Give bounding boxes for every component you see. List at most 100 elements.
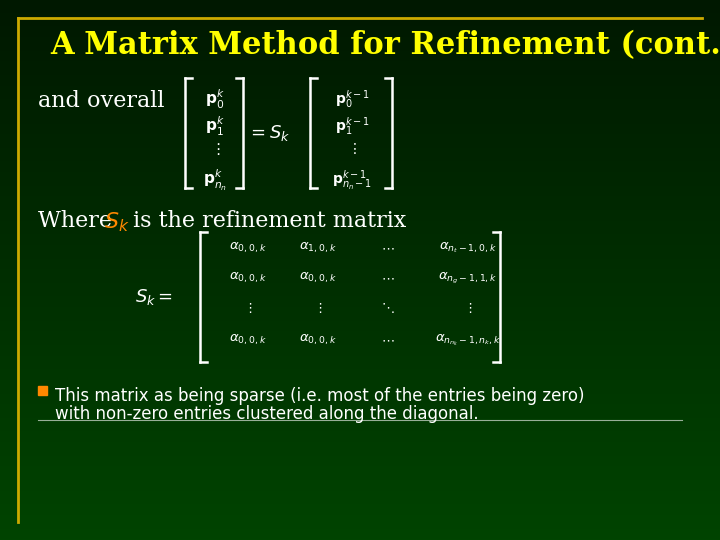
- Bar: [0, 288, 720, 292]
- Bar: [0, 104, 720, 108]
- Bar: [0, 466, 720, 470]
- Bar: [0, 396, 720, 400]
- Bar: [0, 223, 720, 227]
- Bar: [0, 399, 720, 402]
- Bar: [0, 80, 720, 84]
- Bar: [0, 369, 720, 373]
- Bar: [0, 226, 720, 230]
- Bar: [0, 93, 720, 97]
- Bar: [0, 215, 720, 219]
- Bar: [0, 277, 720, 281]
- Bar: [0, 377, 720, 381]
- Text: $S_k =$: $S_k =$: [135, 287, 173, 307]
- Bar: [0, 228, 720, 232]
- Bar: [0, 507, 720, 510]
- Bar: [0, 26, 720, 30]
- Text: $\mathbf{p}_{n_n-1}^{k-1}$: $\mathbf{p}_{n_n-1}^{k-1}$: [332, 168, 372, 192]
- Bar: [0, 320, 720, 324]
- Bar: [0, 180, 720, 184]
- Bar: [0, 380, 720, 383]
- Text: $\mathbf{p}_0^k$: $\mathbf{p}_0^k$: [205, 88, 225, 111]
- Text: Where: Where: [38, 210, 119, 232]
- Bar: [0, 185, 720, 189]
- Bar: [0, 423, 720, 427]
- Bar: [0, 382, 720, 386]
- Bar: [0, 301, 720, 305]
- Bar: [0, 415, 720, 419]
- Text: $\alpha_{n_{n_k}-1,n_k,k}$: $\alpha_{n_{n_k}-1,n_k,k}$: [435, 332, 501, 348]
- Bar: [0, 253, 720, 256]
- Text: $\alpha_{0,0,k}$: $\alpha_{0,0,k}$: [299, 271, 337, 285]
- Bar: [0, 177, 720, 181]
- Bar: [0, 85, 720, 89]
- Bar: [0, 258, 720, 262]
- Bar: [0, 250, 720, 254]
- Bar: [0, 45, 720, 49]
- Bar: [0, 66, 720, 70]
- Bar: [0, 83, 720, 86]
- Bar: [0, 326, 720, 329]
- Bar: [0, 345, 720, 348]
- Bar: [0, 407, 720, 410]
- Bar: [0, 496, 720, 500]
- Bar: [0, 428, 720, 432]
- Bar: [38, 386, 47, 395]
- Bar: [0, 75, 720, 78]
- Text: $\vdots$: $\vdots$: [347, 141, 357, 156]
- Bar: [0, 469, 720, 472]
- Bar: [0, 517, 720, 521]
- Bar: [0, 91, 720, 94]
- Text: $\cdots$: $\cdots$: [381, 241, 395, 254]
- Bar: [0, 72, 720, 76]
- Bar: [0, 291, 720, 294]
- Bar: [0, 0, 720, 3]
- Bar: [0, 361, 720, 365]
- Bar: [0, 528, 720, 532]
- Bar: [0, 210, 720, 213]
- Text: $\vdots$: $\vdots$: [313, 301, 323, 315]
- Bar: [0, 29, 720, 32]
- Bar: [0, 39, 720, 43]
- Bar: [0, 501, 720, 505]
- Bar: [0, 129, 720, 132]
- Bar: [0, 193, 720, 197]
- Bar: [0, 439, 720, 443]
- Bar: [0, 110, 720, 113]
- Text: is the refinement matrix: is the refinement matrix: [126, 210, 406, 232]
- Bar: [0, 220, 720, 224]
- Bar: [0, 64, 720, 68]
- Bar: [0, 374, 720, 378]
- Bar: [0, 282, 720, 286]
- Bar: [0, 147, 720, 151]
- Bar: [0, 242, 720, 246]
- Text: $\vdots$: $\vdots$: [243, 301, 253, 315]
- Bar: [0, 174, 720, 178]
- Bar: [0, 48, 720, 51]
- Bar: [0, 269, 720, 273]
- Bar: [0, 150, 720, 154]
- Bar: [0, 37, 720, 40]
- Bar: [0, 272, 720, 275]
- Bar: [0, 107, 720, 111]
- Bar: [0, 480, 720, 483]
- Bar: [0, 358, 720, 362]
- Text: with non-zero entries clustered along the diagonal.: with non-zero entries clustered along th…: [55, 405, 479, 423]
- Bar: [0, 482, 720, 486]
- Bar: [0, 304, 720, 308]
- Bar: [0, 515, 720, 518]
- Text: $\alpha_{n_t-1,0,k}$: $\alpha_{n_t-1,0,k}$: [439, 241, 497, 255]
- Bar: [0, 372, 720, 375]
- Bar: [0, 50, 720, 54]
- Text: $\alpha_{0,0,k}$: $\alpha_{0,0,k}$: [229, 271, 267, 285]
- Bar: [0, 493, 720, 497]
- Bar: [0, 53, 720, 57]
- Bar: [0, 42, 720, 46]
- Text: $S_k$: $S_k$: [104, 210, 130, 234]
- Bar: [0, 393, 720, 397]
- Bar: [0, 88, 720, 92]
- Bar: [0, 274, 720, 278]
- Bar: [0, 96, 720, 100]
- Bar: [0, 299, 720, 302]
- Text: and overall: and overall: [38, 90, 164, 112]
- Bar: [0, 388, 720, 392]
